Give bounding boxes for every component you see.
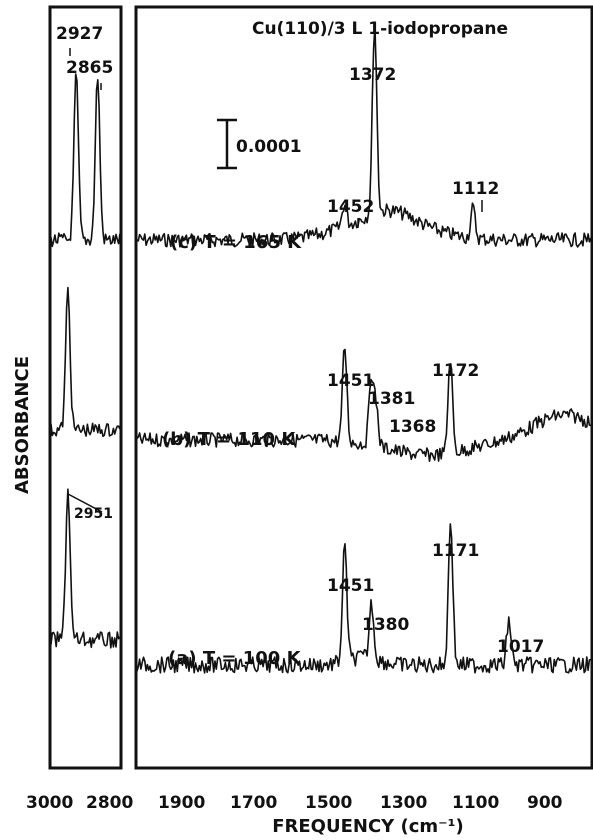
peak-label-1171: 1171 <box>432 541 479 561</box>
peak-label-1451-b: 1451 <box>327 371 374 391</box>
tick-label-right-1100: 1100 <box>452 793 499 813</box>
peak-label-1381: 1381 <box>368 389 415 409</box>
peak-label-2951: 2951 <box>74 506 113 522</box>
spectrum-trace-b-right <box>136 348 591 462</box>
leader-2951 <box>67 493 103 513</box>
peak-label-1451-a: 1451 <box>327 576 374 596</box>
tick-label-left-3000: 3000 <box>26 793 73 813</box>
scale-bar-label: 0.0001 <box>236 137 302 157</box>
spectrum-trace-c-right <box>136 25 592 248</box>
peak-label-1380: 1380 <box>362 615 409 635</box>
y-axis-label: ABSORBANCE <box>12 356 33 494</box>
tick-label-right-1500: 1500 <box>305 793 352 813</box>
tick-label-right-900: 900 <box>527 793 563 813</box>
peak-label-2927: 2927 <box>56 24 103 44</box>
scale-bar: 0.0001 <box>217 118 302 170</box>
peak-label-1368: 1368 <box>389 417 436 437</box>
left-panel-frame <box>48 5 123 770</box>
chart-title: Cu(110)/3 L 1-iodopropane <box>252 19 508 39</box>
peak-label-1112: 1112 <box>452 179 499 199</box>
peak-label-1452: 1452 <box>327 197 374 217</box>
x-axis-label: FREQUENCY (cm⁻¹) <box>272 816 464 837</box>
peak-label-1172: 1172 <box>432 361 479 381</box>
tick-label-right-1300: 1300 <box>380 793 427 813</box>
peak-label-1372: 1372 <box>349 65 396 85</box>
peak-label-1017: 1017 <box>497 637 544 657</box>
spectrum-label-a: (a) T = 100 K <box>168 648 302 669</box>
tick-label-right-1700: 1700 <box>230 793 277 813</box>
spectrum-trace-b-left <box>50 286 121 438</box>
spectrum-trace-a-right <box>136 523 591 674</box>
spectrum-label-b: (b) T = 110 K <box>162 429 296 450</box>
tick-label-right-1900: 1900 <box>158 793 205 813</box>
tick-label-left-2800: 2800 <box>86 793 133 813</box>
spectrum-trace-a-left <box>50 488 121 649</box>
spectrum-label-c: (c) T = 165 K <box>170 232 302 253</box>
right-panel-frame <box>134 5 593 770</box>
spectrum-trace-c-left <box>50 73 121 248</box>
peak-label-2865: 2865 <box>66 58 113 78</box>
